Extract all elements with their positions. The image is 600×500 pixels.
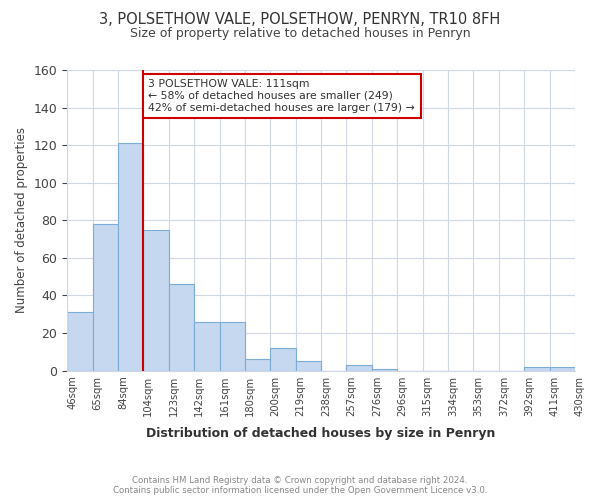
Text: 3, POLSETHOW VALE, POLSETHOW, PENRYN, TR10 8FH: 3, POLSETHOW VALE, POLSETHOW, PENRYN, TR… bbox=[100, 12, 500, 28]
X-axis label: Distribution of detached houses by size in Penryn: Distribution of detached houses by size … bbox=[146, 427, 496, 440]
Text: Contains HM Land Registry data © Crown copyright and database right 2024.
Contai: Contains HM Land Registry data © Crown c… bbox=[113, 476, 487, 495]
Bar bbox=[220, 322, 245, 370]
Text: 3 POLSETHOW VALE: 111sqm
← 58% of detached houses are smaller (249)
42% of semi-: 3 POLSETHOW VALE: 111sqm ← 58% of detach… bbox=[148, 80, 415, 112]
Bar bbox=[296, 362, 321, 370]
Bar bbox=[245, 360, 270, 370]
Bar bbox=[169, 284, 194, 370]
Bar bbox=[194, 322, 220, 370]
Bar bbox=[524, 367, 550, 370]
Bar bbox=[372, 369, 397, 370]
Bar bbox=[346, 365, 372, 370]
Y-axis label: Number of detached properties: Number of detached properties bbox=[15, 128, 28, 314]
Bar bbox=[92, 224, 118, 370]
Bar bbox=[143, 230, 169, 370]
Bar bbox=[270, 348, 296, 370]
Bar bbox=[118, 144, 143, 370]
Text: Size of property relative to detached houses in Penryn: Size of property relative to detached ho… bbox=[130, 28, 470, 40]
Bar bbox=[67, 312, 92, 370]
Bar bbox=[550, 367, 575, 370]
